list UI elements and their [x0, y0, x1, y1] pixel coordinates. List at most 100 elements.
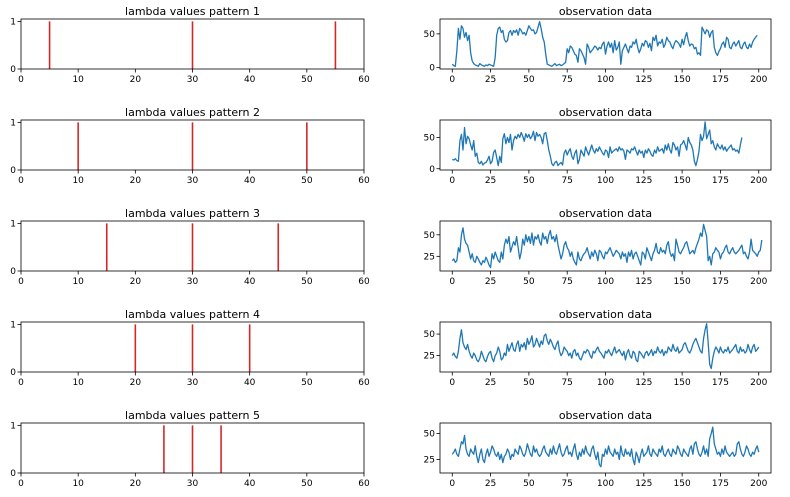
x-tick-label: 20	[130, 176, 142, 186]
x-tick-label: 10	[72, 176, 84, 186]
subplot-4: observation data 0 25 50 75 100 125 150 175 200 0 5…	[424, 106, 772, 186]
x-tick-label: 50	[523, 378, 535, 388]
x-tick-label: 150	[674, 378, 691, 388]
x-tick-label: 50	[301, 479, 313, 489]
observation-line	[451, 323, 760, 370]
observation-line	[451, 426, 760, 468]
x-tick-label: 20	[130, 277, 142, 287]
y-tick-label: 50	[424, 429, 436, 439]
x-tick-label: 125	[635, 176, 652, 186]
x-tick-label: 50	[301, 378, 313, 388]
x-tick-label: 0	[18, 277, 24, 287]
y-tick-label: 1	[10, 320, 16, 330]
x-tick-label: 0	[18, 75, 24, 85]
subplot-title: observation data	[559, 5, 652, 18]
y-tick-label: 0	[429, 64, 435, 74]
x-tick-label: 175	[712, 277, 729, 287]
x-tick-label: 25	[485, 378, 496, 388]
x-tick-label: 50	[301, 176, 313, 186]
x-tick-label: 20	[130, 479, 142, 489]
subplot-9: lambda values pattern 5 0 10 20 30 40 50 60 0 1	[10, 409, 370, 489]
x-tick-label: 75	[561, 277, 572, 287]
x-tick-label: 150	[674, 176, 691, 186]
x-tick-label: 200	[750, 277, 767, 287]
x-tick-label: 0	[449, 277, 455, 287]
y-tick-label: 0	[429, 165, 435, 175]
x-tick-label: 60	[358, 378, 370, 388]
x-tick-label: 75	[561, 176, 572, 186]
x-tick-label: 0	[449, 176, 455, 186]
observation-line	[452, 121, 743, 167]
x-tick-label: 175	[712, 378, 729, 388]
subplot-5: lambda values pattern 3 0 10 20 30 40 50 60 0 1	[10, 207, 370, 287]
x-tick-label: 50	[301, 277, 313, 287]
y-tick-label: 25	[424, 455, 435, 465]
x-tick-label: 125	[635, 378, 652, 388]
observation-line	[451, 21, 758, 67]
x-tick-label: 25	[485, 277, 496, 287]
y-tick-label: 50	[424, 231, 436, 241]
subplot-3: lambda values pattern 2 0 10 20 30 40 50 60 0 1	[10, 106, 370, 186]
x-tick-label: 50	[523, 75, 535, 85]
x-tick-label: 50	[523, 277, 535, 287]
axes-frame	[439, 422, 772, 474]
subplot-title: lambda values pattern 5	[125, 409, 260, 422]
x-tick-label: 50	[523, 176, 535, 186]
y-tick-label: 50	[424, 330, 436, 340]
x-tick-label: 60	[358, 277, 370, 287]
x-tick-label: 100	[597, 378, 614, 388]
x-tick-label: 75	[561, 479, 572, 489]
y-tick-label: 0	[10, 166, 16, 176]
x-tick-label: 0	[18, 378, 24, 388]
x-tick-label: 10	[72, 378, 84, 388]
x-tick-label: 125	[635, 479, 652, 489]
x-tick-label: 40	[244, 75, 256, 85]
x-tick-label: 125	[635, 75, 652, 85]
x-tick-label: 30	[187, 378, 199, 388]
y-tick-label: 1	[10, 118, 16, 128]
subplot-2: observation data 0 25 50 75 100 125 150 175 200 0 5…	[424, 5, 772, 85]
x-tick-label: 10	[72, 277, 84, 287]
subplot-title: lambda values pattern 4	[125, 308, 260, 321]
x-tick-label: 60	[358, 176, 370, 186]
y-tick-label: 50	[424, 30, 436, 40]
x-tick-label: 40	[244, 479, 256, 489]
y-tick-label: 0	[10, 65, 16, 75]
subplot-title: observation data	[559, 409, 652, 422]
x-tick-label: 20	[130, 75, 142, 85]
x-tick-label: 175	[712, 479, 729, 489]
x-tick-label: 10	[72, 479, 84, 489]
y-tick-label: 0	[10, 368, 16, 378]
subplot-7: lambda values pattern 4 0 10 20 30 40 50 60 0 1	[10, 308, 370, 388]
x-tick-label: 100	[597, 479, 614, 489]
x-tick-label: 25	[485, 75, 496, 85]
x-tick-label: 30	[187, 277, 199, 287]
x-tick-label: 30	[187, 176, 199, 186]
x-tick-label: 0	[449, 75, 455, 85]
y-tick-label: 1	[10, 17, 16, 27]
subplot-title: observation data	[559, 207, 652, 220]
x-tick-label: 40	[244, 277, 256, 287]
y-tick-label: 25	[424, 252, 435, 262]
subplot-6: observation data 0 25 50 75 100 125 150 175 200 25…	[424, 207, 772, 287]
x-tick-label: 150	[674, 277, 691, 287]
x-tick-label: 75	[561, 75, 572, 85]
x-tick-label: 50	[301, 75, 313, 85]
y-tick-label: 1	[10, 219, 16, 229]
x-tick-label: 60	[358, 75, 370, 85]
y-tick-label: 50	[424, 134, 436, 144]
axes-frame	[439, 220, 772, 272]
x-tick-label: 40	[244, 176, 256, 186]
x-tick-label: 0	[449, 479, 455, 489]
x-tick-label: 100	[597, 75, 614, 85]
x-tick-label: 200	[750, 75, 767, 85]
x-tick-label: 10	[72, 75, 84, 85]
subplot-title: lambda values pattern 1	[125, 5, 260, 18]
x-tick-label: 100	[597, 277, 614, 287]
x-tick-label: 40	[244, 378, 256, 388]
x-tick-label: 0	[18, 479, 24, 489]
x-tick-label: 175	[712, 75, 729, 85]
x-tick-label: 150	[674, 75, 691, 85]
y-tick-label: 0	[10, 267, 16, 277]
